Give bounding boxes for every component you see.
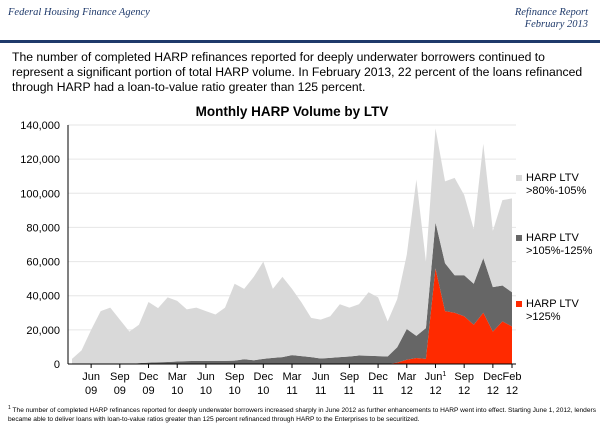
area-series-1	[72, 268, 512, 364]
x-tick-year: 09	[142, 385, 154, 397]
x-tick-month: Dec	[483, 371, 503, 383]
y-tick-label: 100,000	[20, 188, 60, 200]
legend-label: >125%	[526, 311, 561, 323]
x-tick-year: 11	[286, 385, 297, 397]
legend-swatch	[516, 175, 522, 181]
x-tick-month: Mar	[168, 371, 187, 383]
report-date: February 2013	[524, 19, 588, 30]
legend-swatch	[516, 235, 522, 241]
y-tick-label: 60,000	[26, 257, 60, 269]
area-series-3	[72, 128, 512, 364]
legend-label: HARP LTV	[526, 232, 579, 244]
x-tick-month: Mar	[283, 371, 302, 383]
y-tick-label: 20,000	[26, 325, 60, 337]
harp-volume-chart: Monthly HARP Volume by LTV 0 20,000 40,000 6…	[20, 104, 593, 397]
report-title: Refinance Report	[514, 7, 588, 18]
footnote: 1 The number of completed HARP refinance…	[8, 404, 596, 424]
x-tick-month: Sep	[340, 371, 360, 383]
y-tick-label: 120,000	[20, 154, 60, 166]
x-tick-month: Dec	[139, 371, 159, 383]
x-tick-year: 10	[171, 385, 183, 397]
report-header: Federal Housing Finance Agency Refinance…	[0, 0, 600, 46]
footnote-marker: 1	[8, 405, 11, 411]
legend-label: >105%-125%	[526, 245, 593, 257]
footnote-text: The number of completed HARP refinances …	[8, 407, 597, 424]
y-tick-label: 0	[54, 359, 60, 371]
x-tick-month: Jun	[312, 371, 330, 383]
x-tick-year: 11	[372, 385, 383, 397]
summary-paragraph: The number of completed HARP refinances …	[12, 50, 583, 94]
x-tick-year: 12	[458, 385, 470, 397]
y-tick-label: 80,000	[26, 222, 60, 234]
x-tick-month: Sep	[110, 371, 130, 383]
legend-label: >80%-105%	[526, 185, 586, 197]
y-tick-label: 40,000	[26, 291, 60, 303]
x-tick-year: 12	[506, 385, 518, 397]
x-tick-year: 11	[344, 385, 355, 397]
x-tick-month: Jun1	[425, 371, 447, 383]
y-tick-label: 140,000	[20, 120, 60, 132]
x-tick-month: Feb	[503, 371, 522, 383]
x-tick-year: 09	[85, 385, 97, 397]
x-tick-year: 10	[200, 385, 212, 397]
x-tick-year: 09	[114, 385, 126, 397]
x-tick-year: 12	[487, 385, 499, 397]
x-tick-year: 10	[228, 385, 240, 397]
x-tick-month: Dec	[254, 371, 274, 383]
agency-name: Federal Housing Finance Agency	[8, 7, 150, 18]
report-title-block: Refinance Report February 2013	[515, 7, 588, 31]
x-tick-superscript: 1	[442, 371, 446, 378]
x-tick-month: Dec	[368, 371, 388, 383]
x-tick-year: 12	[429, 385, 441, 397]
chart-title: Monthly HARP Volume by LTV	[196, 104, 389, 119]
legend-label: HARP LTV	[526, 172, 579, 184]
legend-label: HARP LTV	[526, 298, 579, 310]
x-tick-month: Jun	[197, 371, 215, 383]
x-tick-year: 12	[401, 385, 413, 397]
x-tick-year: 10	[257, 385, 269, 397]
x-tick-month: Mar	[397, 371, 416, 383]
header-rule	[0, 40, 600, 43]
legend-swatch	[516, 301, 522, 307]
x-tick-month: Sep	[454, 371, 474, 383]
x-tick-month: Sep	[225, 371, 245, 383]
x-tick-month: Jun	[82, 371, 100, 383]
x-tick-year: 11	[315, 385, 326, 397]
